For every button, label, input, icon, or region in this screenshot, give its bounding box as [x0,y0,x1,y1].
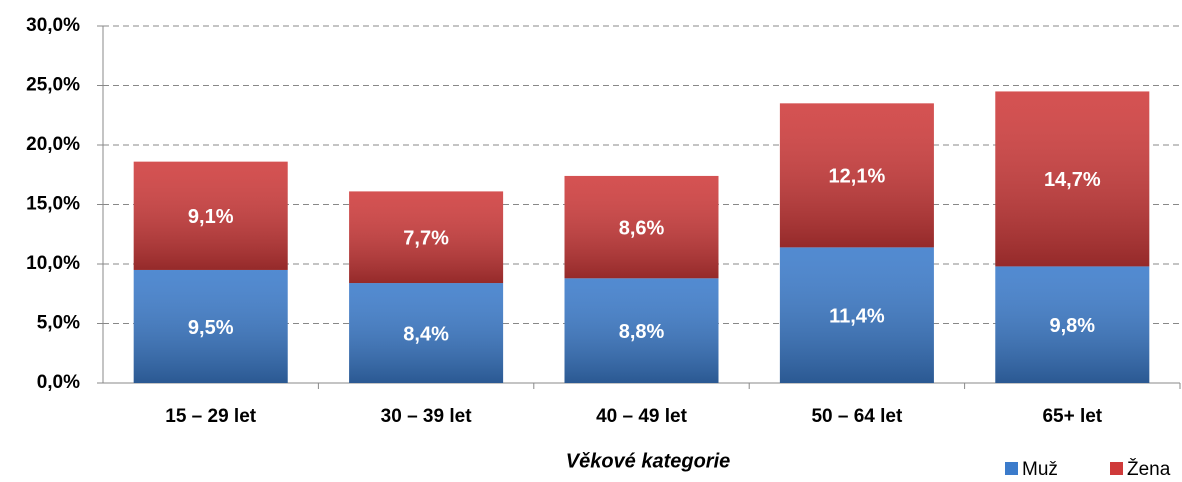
data-label: 14,7% [1044,169,1101,191]
bar-shade [779,103,934,248]
legend-label: Muž [1022,459,1058,480]
data-label: 9,8% [1050,315,1096,337]
data-label: 11,4% [829,305,885,327]
y-tick-label: 30,0% [26,15,80,36]
bar-shade [995,91,1150,267]
bar-shade [133,269,288,383]
y-tick-label: 20,0% [26,134,80,155]
x-tick-label: 30 – 39 let [381,406,473,427]
data-label: 8,6% [619,217,665,239]
bar-shade [349,283,504,383]
data-label: 8,4% [403,323,449,345]
legend-swatch [1110,462,1123,475]
bar-shade [564,278,719,383]
data-label: 8,8% [619,321,665,343]
y-tick-label: 25,0% [26,75,80,96]
x-tick-label: 40 – 49 let [596,406,688,427]
x-axis-title: Věkové kategorie [566,450,731,472]
x-tick-label: 50 – 64 let [811,406,903,427]
bar-shade [564,175,719,279]
bar-shade [349,191,504,284]
y-tick-label: 10,0% [26,253,80,274]
x-tick-label: 15 – 29 let [165,406,257,427]
y-tick-label: 5,0% [37,313,80,334]
data-label: 12,1% [829,166,886,188]
data-label: 9,1% [188,206,234,228]
bar-shade [133,161,288,270]
data-label: 7,7% [403,228,449,250]
y-tick-label: 15,0% [26,194,80,215]
y-tick-label: 0,0% [37,372,80,393]
legend-label: Žena [1127,458,1171,480]
legend-swatch [1005,462,1018,475]
bar-shade [995,266,1150,383]
x-tick-label: 65+ let [1042,406,1102,427]
data-label: 9,5% [188,317,234,339]
bar-shade [779,247,934,383]
